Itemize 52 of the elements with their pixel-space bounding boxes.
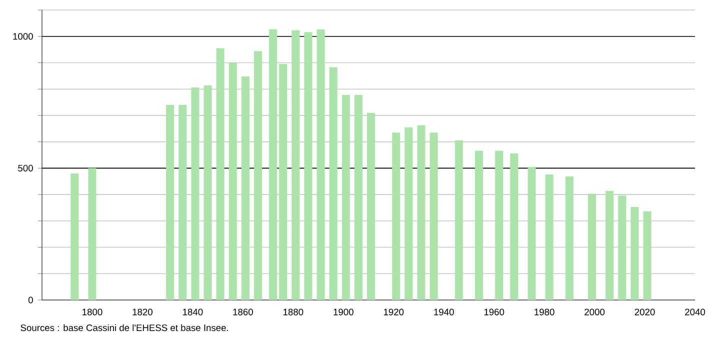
bar [392, 132, 400, 300]
bar [430, 132, 438, 300]
x-tick-label: 1880 [283, 308, 304, 316]
bar [216, 48, 224, 300]
bar [618, 196, 626, 300]
bar [70, 173, 79, 300]
x-tick-label: 1940 [434, 308, 454, 316]
bar [366, 112, 376, 300]
bar [588, 194, 596, 300]
x-tick-label: 1980 [534, 308, 554, 316]
bar [204, 85, 212, 300]
bar [329, 67, 338, 300]
x-tick-label: 2020 [634, 308, 655, 316]
bar [241, 76, 250, 300]
bar [643, 211, 652, 300]
bar [178, 104, 187, 300]
x-tick-label: 1860 [233, 308, 253, 316]
bar [269, 29, 278, 300]
bar [279, 64, 288, 300]
y-tick-label: 0 [28, 296, 33, 304]
bar [228, 62, 237, 300]
bar [630, 206, 639, 300]
bar [316, 30, 325, 300]
x-tick-label: 1960 [484, 308, 504, 316]
bar [474, 150, 484, 300]
bar [417, 125, 426, 300]
bar [166, 104, 174, 300]
bar [528, 166, 536, 300]
source-note: Sources : base Cassini de l'EHESS et base Insee. [20, 324, 228, 332]
x-tick-label: 1820 [132, 308, 152, 316]
bar [606, 190, 614, 300]
bar [404, 127, 413, 300]
x-tick-label: 2000 [584, 308, 605, 316]
bar [191, 88, 200, 300]
bar [454, 140, 463, 300]
bar [88, 168, 96, 300]
bar [342, 94, 350, 300]
x-tick-label: 1840 [183, 308, 203, 316]
bar [495, 150, 504, 300]
y-tick-label: 1000 [13, 33, 33, 40]
bar [545, 174, 554, 300]
bar [254, 51, 262, 300]
bar [510, 153, 518, 300]
bar [354, 94, 362, 300]
x-tick-label: 1900 [334, 308, 354, 316]
bar [565, 176, 574, 300]
y-tick-label: 500 [18, 164, 33, 172]
x-tick-label: 1920 [384, 308, 404, 316]
bar [292, 30, 300, 300]
bar [304, 32, 312, 300]
x-tick-label: 1800 [82, 308, 102, 316]
x-tick-label: 2040 [685, 308, 706, 316]
